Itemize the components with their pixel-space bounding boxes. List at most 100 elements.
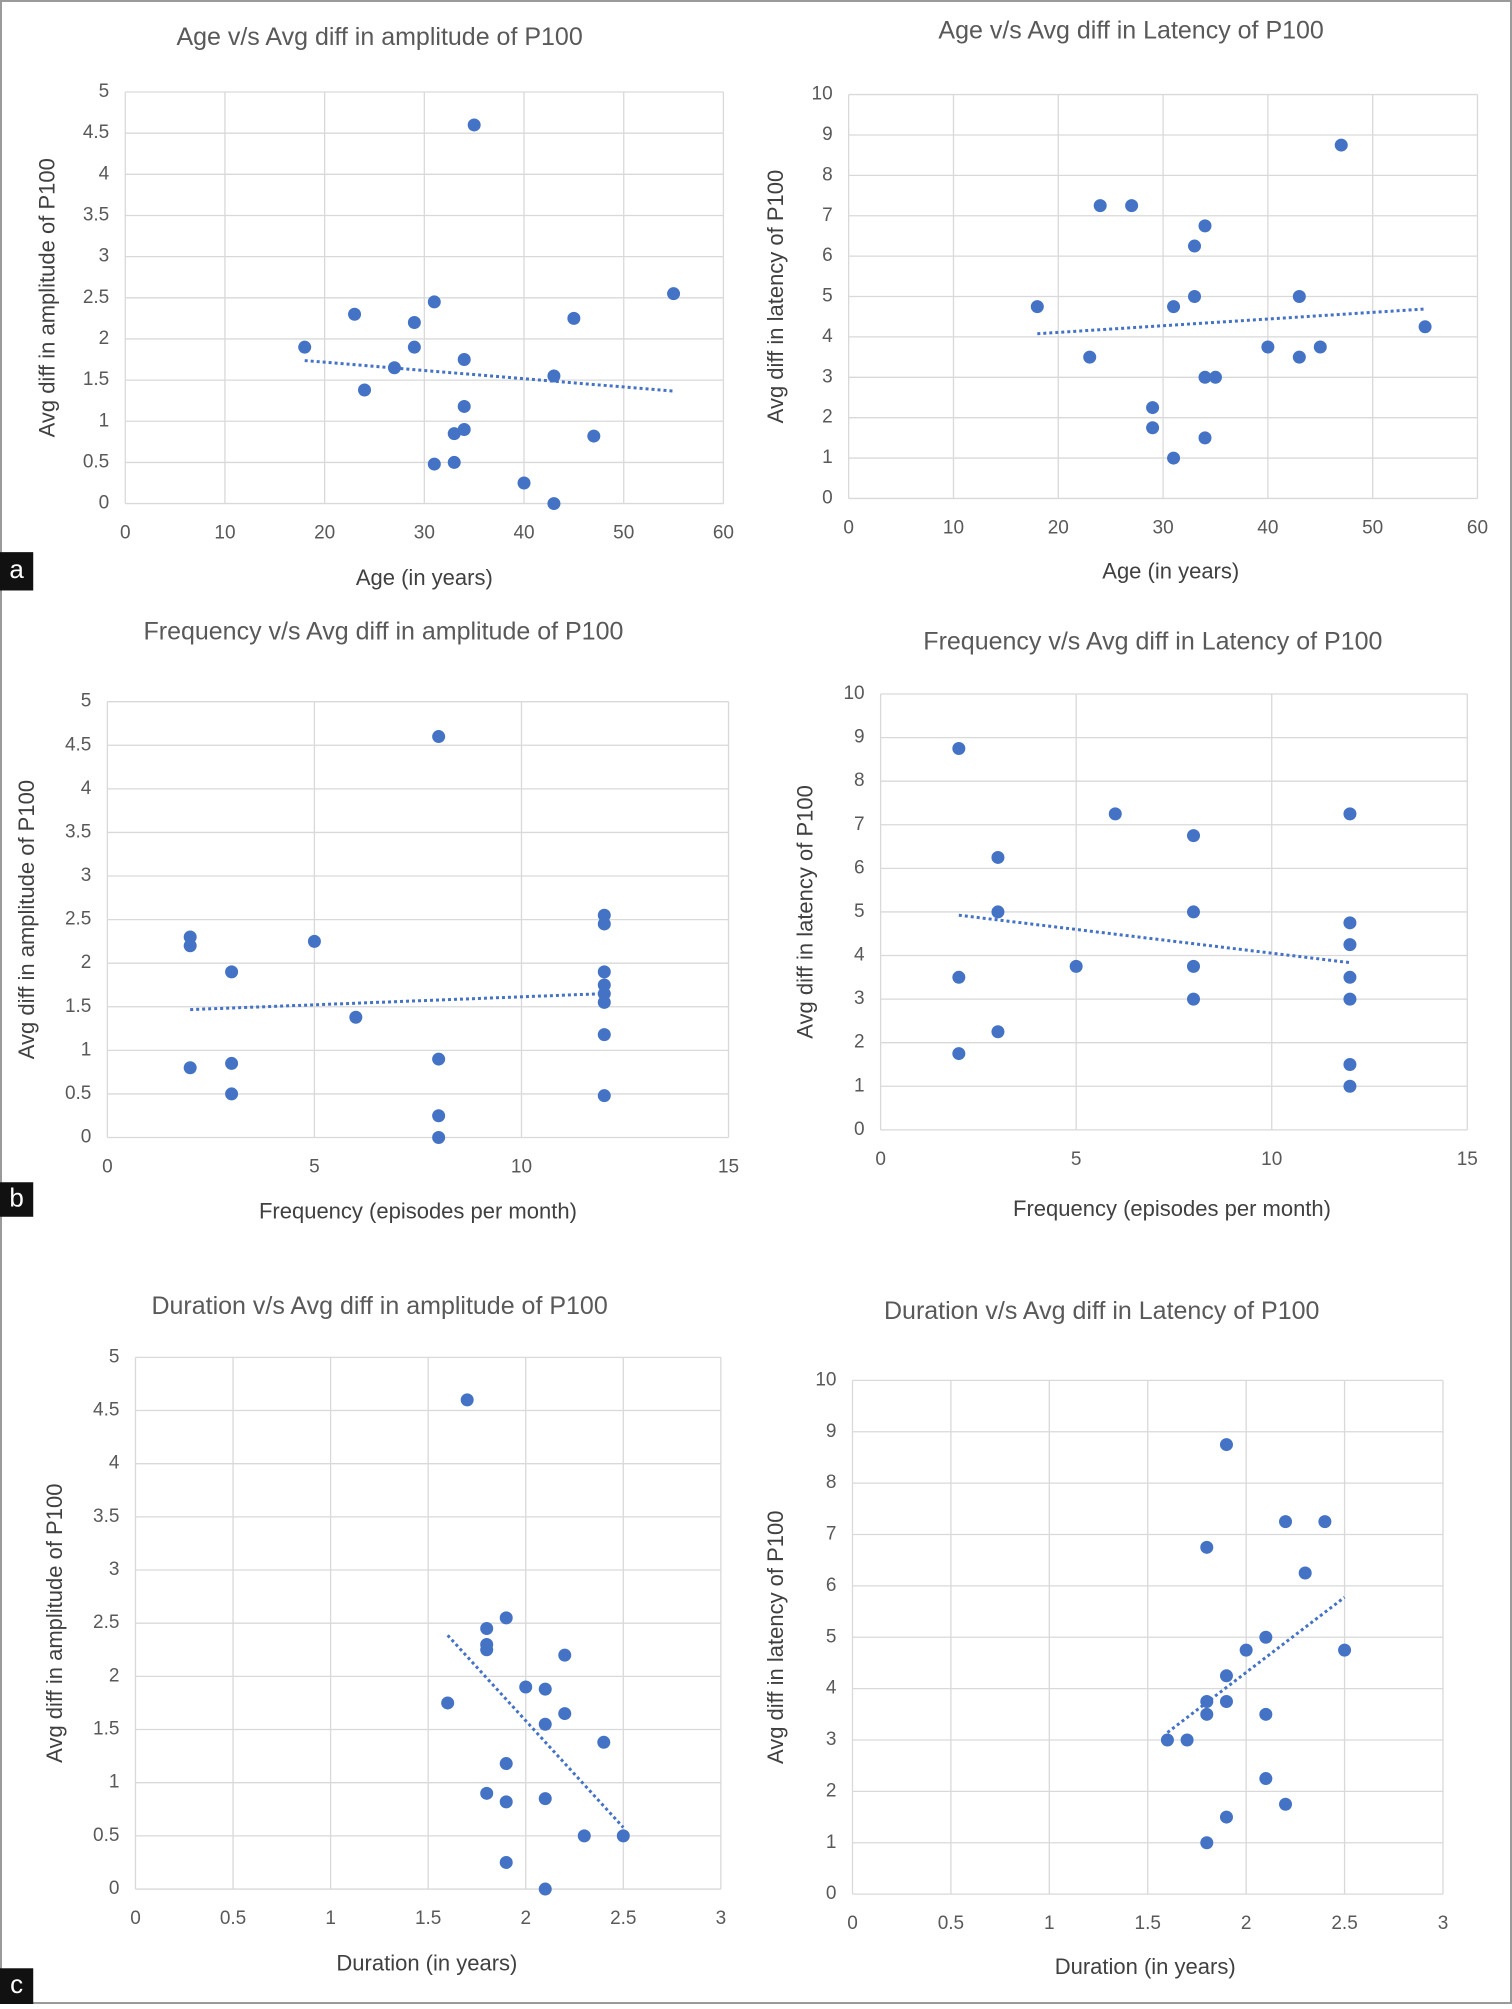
y-tick-label: 10 xyxy=(815,1369,836,1390)
y-tick-label: 3 xyxy=(99,246,110,267)
x-tick-label: 60 xyxy=(713,523,734,544)
point xyxy=(1292,350,1306,364)
x-tick-label: 40 xyxy=(513,523,534,544)
y-tick-label: 9 xyxy=(822,124,833,145)
point xyxy=(1343,1057,1357,1071)
x-axis-label: Age (in years) xyxy=(356,565,493,590)
point xyxy=(577,1829,591,1843)
x-tick-label: 0 xyxy=(130,1908,141,1929)
x-tick-label: 0.5 xyxy=(220,1908,246,1929)
point xyxy=(1343,992,1357,1006)
point xyxy=(1219,1694,1233,1708)
y-tick-label: 3 xyxy=(826,1729,837,1750)
point xyxy=(547,369,561,383)
point xyxy=(183,1061,197,1075)
y-tick-label: 3 xyxy=(822,366,833,387)
x-tick-label: 30 xyxy=(1153,517,1174,538)
point xyxy=(358,383,372,397)
trendline xyxy=(1037,307,1426,336)
panel-label: c xyxy=(10,1969,23,1999)
point xyxy=(1200,1694,1214,1708)
point xyxy=(348,307,362,321)
x-tick-label: 2.5 xyxy=(610,1908,636,1929)
point xyxy=(1259,1630,1273,1644)
point xyxy=(1200,1836,1214,1850)
y-axis-label: Avg diff in latency of P100 xyxy=(792,785,817,1039)
y-tick-label: 2.5 xyxy=(93,1612,119,1633)
point xyxy=(499,1757,513,1771)
point xyxy=(952,970,966,984)
chart-title: Age v/s Avg diff in amplitude of P100 xyxy=(176,23,582,51)
x-tick-label: 20 xyxy=(314,523,335,544)
point xyxy=(1186,905,1200,919)
point xyxy=(407,340,421,354)
y-tick-label: 10 xyxy=(812,84,833,105)
point xyxy=(427,457,441,471)
y-tick-label: 2.5 xyxy=(83,287,109,308)
point xyxy=(991,1025,1005,1039)
x-tick-label: 2 xyxy=(1241,1913,1252,1934)
point xyxy=(1108,807,1122,821)
y-tick-label: 9 xyxy=(854,727,865,748)
point xyxy=(432,1052,446,1066)
point xyxy=(447,455,461,469)
y-tick-label: 5 xyxy=(826,1626,837,1647)
y-tick-label: 3.5 xyxy=(93,1506,119,1527)
point xyxy=(538,1682,552,1696)
point xyxy=(307,934,321,948)
point xyxy=(1334,138,1348,152)
point xyxy=(1208,370,1222,384)
y-tick-label: 2 xyxy=(99,328,110,349)
panel-label: a xyxy=(9,554,24,584)
point xyxy=(952,1047,966,1061)
point xyxy=(1125,199,1139,213)
point xyxy=(1279,1515,1293,1529)
point xyxy=(1343,807,1357,821)
point xyxy=(597,1028,611,1042)
y-tick-label: 1.5 xyxy=(93,1719,119,1740)
point xyxy=(1418,320,1432,334)
point xyxy=(1198,219,1212,233)
y-tick-label: 0 xyxy=(854,1119,865,1140)
trendline xyxy=(304,359,674,393)
y-axis-label: Avg diff in amplitude of P100 xyxy=(34,158,59,437)
trendline xyxy=(1166,1596,1346,1734)
x-tick-label: 20 xyxy=(1048,517,1069,538)
x-tick-label: 10 xyxy=(943,517,964,538)
chart: 0 1 2 3 4 5 6 7 8 9 10 0 5 10 15 Frequency v/s Avg diff… xyxy=(792,627,1478,1221)
point xyxy=(447,427,461,441)
y-tick-label: 7 xyxy=(854,814,865,835)
point xyxy=(298,340,312,354)
point xyxy=(1259,1707,1273,1721)
chart: 0 0.5 1 1.5 2 2.5 3 3.5 4 4.5 5 0 0.5 1 1.5 2 2.5 3 Durati… xyxy=(42,1292,726,1975)
point xyxy=(457,399,471,413)
point xyxy=(1219,1438,1233,1452)
chart-title: Frequency v/s Avg diff in Latency of P10… xyxy=(923,627,1382,655)
point xyxy=(1146,421,1160,435)
point xyxy=(547,497,561,511)
point xyxy=(991,850,1005,864)
point xyxy=(1343,1079,1357,1093)
chart: 0 1 2 3 4 5 6 7 8 9 10 0 0.5 1 1.5 2 2.5 3 Duration v/s Av… xyxy=(763,1297,1448,1979)
x-tick-label: 5 xyxy=(309,1157,320,1178)
panel-label-box xyxy=(0,1182,34,1217)
point xyxy=(597,965,611,979)
point xyxy=(1343,938,1357,952)
point xyxy=(587,429,601,443)
y-tick-label: 1.5 xyxy=(83,369,109,390)
y-tick-label: 5 xyxy=(822,286,833,307)
point xyxy=(499,1855,513,1869)
x-tick-label: 2 xyxy=(520,1908,531,1929)
y-tick-label: 3 xyxy=(81,865,92,886)
point xyxy=(538,1717,552,1731)
x-tick-label: 50 xyxy=(1362,517,1383,538)
x-tick-label: 10 xyxy=(214,523,235,544)
y-tick-label: 3.5 xyxy=(83,205,109,226)
point xyxy=(1343,916,1357,930)
y-tick-label: 5 xyxy=(109,1346,120,1367)
point xyxy=(597,917,611,931)
y-tick-label: 1 xyxy=(99,410,110,431)
point xyxy=(387,361,401,375)
